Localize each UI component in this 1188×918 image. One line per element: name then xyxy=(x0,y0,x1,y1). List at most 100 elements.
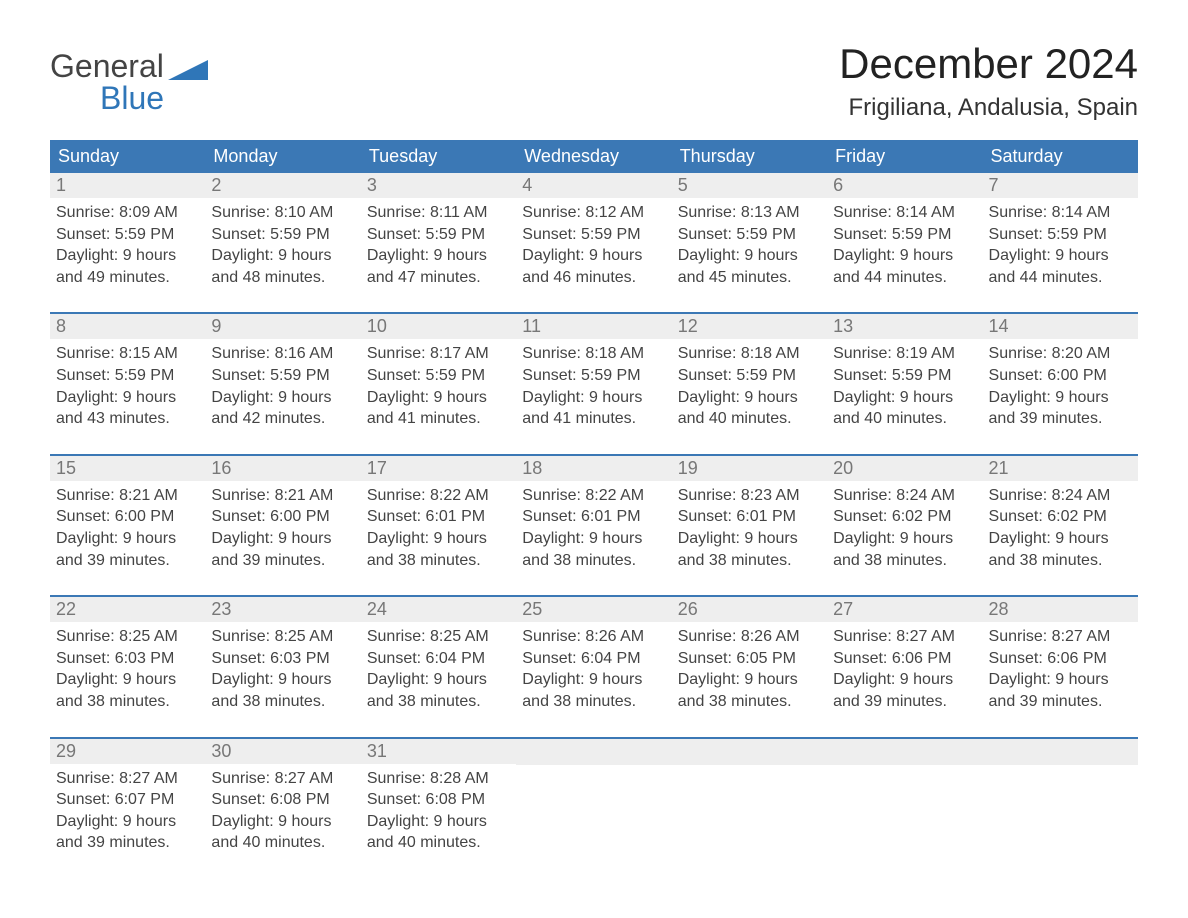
empty-day-strip xyxy=(827,739,982,765)
day-info: Sunrise: 8:27 AMSunset: 6:07 PMDaylight:… xyxy=(50,764,205,854)
day-number: 22 xyxy=(50,597,205,622)
day-info-line: Sunset: 6:01 PM xyxy=(367,506,510,528)
day-info: Sunrise: 8:09 AMSunset: 5:59 PMDaylight:… xyxy=(50,198,205,288)
day-info-line: Sunrise: 8:10 AM xyxy=(211,202,354,224)
brand-word-2: Blue xyxy=(100,82,208,114)
day-number: 31 xyxy=(361,739,516,764)
day-info-line: Sunrise: 8:16 AM xyxy=(211,343,354,365)
day-number: 6 xyxy=(827,173,982,198)
week-row: 29Sunrise: 8:27 AMSunset: 6:07 PMDayligh… xyxy=(50,737,1138,860)
day-number: 12 xyxy=(672,314,827,339)
day-info-line: and 41 minutes. xyxy=(522,408,665,430)
day-info-line: Sunrise: 8:25 AM xyxy=(211,626,354,648)
day-info-line: Daylight: 9 hours xyxy=(367,669,510,691)
day-info-line: Sunrise: 8:18 AM xyxy=(678,343,821,365)
day-info-line: Sunrise: 8:28 AM xyxy=(367,768,510,790)
day-number: 15 xyxy=(50,456,205,481)
day-info-line: Daylight: 9 hours xyxy=(367,245,510,267)
day-cell: 31Sunrise: 8:28 AMSunset: 6:08 PMDayligh… xyxy=(361,739,516,860)
day-number: 4 xyxy=(516,173,671,198)
day-info: Sunrise: 8:18 AMSunset: 5:59 PMDaylight:… xyxy=(516,339,671,429)
day-info-line: Daylight: 9 hours xyxy=(522,528,665,550)
day-number: 1 xyxy=(50,173,205,198)
day-info-line: and 39 minutes. xyxy=(211,550,354,572)
day-info-line: and 38 minutes. xyxy=(678,691,821,713)
day-info-line: and 40 minutes. xyxy=(211,832,354,854)
day-info-line: Sunrise: 8:27 AM xyxy=(989,626,1132,648)
day-cell: 20Sunrise: 8:24 AMSunset: 6:02 PMDayligh… xyxy=(827,456,982,577)
day-info-line: Sunrise: 8:24 AM xyxy=(833,485,976,507)
empty-day-strip xyxy=(983,739,1138,765)
day-info: Sunrise: 8:27 AMSunset: 6:06 PMDaylight:… xyxy=(983,622,1138,712)
day-info: Sunrise: 8:27 AMSunset: 6:08 PMDaylight:… xyxy=(205,764,360,854)
day-cell: 28Sunrise: 8:27 AMSunset: 6:06 PMDayligh… xyxy=(983,597,1138,718)
day-info-line: Sunrise: 8:25 AM xyxy=(367,626,510,648)
day-info-line: Sunset: 5:59 PM xyxy=(833,224,976,246)
day-info-line: Daylight: 9 hours xyxy=(56,669,199,691)
day-number: 7 xyxy=(983,173,1138,198)
day-info-line: Sunset: 6:03 PM xyxy=(211,648,354,670)
day-info-line: Sunrise: 8:11 AM xyxy=(367,202,510,224)
day-number: 18 xyxy=(516,456,671,481)
day-info-line: Sunset: 5:59 PM xyxy=(522,224,665,246)
day-cell: 2Sunrise: 8:10 AMSunset: 5:59 PMDaylight… xyxy=(205,173,360,294)
day-header: Wednesday xyxy=(516,140,671,173)
day-info-line: Sunrise: 8:14 AM xyxy=(833,202,976,224)
day-info-line: Daylight: 9 hours xyxy=(211,245,354,267)
day-info-line: Sunset: 6:02 PM xyxy=(989,506,1132,528)
day-number: 19 xyxy=(672,456,827,481)
day-info-line: and 39 minutes. xyxy=(833,691,976,713)
day-info-line: Sunrise: 8:25 AM xyxy=(56,626,199,648)
day-cell: 10Sunrise: 8:17 AMSunset: 5:59 PMDayligh… xyxy=(361,314,516,435)
day-cell: 9Sunrise: 8:16 AMSunset: 5:59 PMDaylight… xyxy=(205,314,360,435)
day-info: Sunrise: 8:21 AMSunset: 6:00 PMDaylight:… xyxy=(205,481,360,571)
day-info-line: Sunrise: 8:27 AM xyxy=(833,626,976,648)
day-cell: 6Sunrise: 8:14 AMSunset: 5:59 PMDaylight… xyxy=(827,173,982,294)
day-cell xyxy=(516,739,671,860)
day-info: Sunrise: 8:20 AMSunset: 6:00 PMDaylight:… xyxy=(983,339,1138,429)
day-header: Tuesday xyxy=(361,140,516,173)
day-info: Sunrise: 8:14 AMSunset: 5:59 PMDaylight:… xyxy=(983,198,1138,288)
day-info-line: Sunset: 5:59 PM xyxy=(367,365,510,387)
day-info: Sunrise: 8:18 AMSunset: 5:59 PMDaylight:… xyxy=(672,339,827,429)
day-info: Sunrise: 8:10 AMSunset: 5:59 PMDaylight:… xyxy=(205,198,360,288)
day-info-line: Sunset: 6:06 PM xyxy=(833,648,976,670)
day-info-line: Daylight: 9 hours xyxy=(678,669,821,691)
day-info-line: and 38 minutes. xyxy=(989,550,1132,572)
day-cell xyxy=(827,739,982,860)
day-info-line: Daylight: 9 hours xyxy=(989,669,1132,691)
day-info-line: Sunrise: 8:19 AM xyxy=(833,343,976,365)
day-info-line: and 44 minutes. xyxy=(833,267,976,289)
day-info-line: and 40 minutes. xyxy=(833,408,976,430)
day-info: Sunrise: 8:24 AMSunset: 6:02 PMDaylight:… xyxy=(827,481,982,571)
day-cell xyxy=(983,739,1138,860)
day-info-line: Sunset: 6:00 PM xyxy=(211,506,354,528)
day-info-line: Sunrise: 8:26 AM xyxy=(522,626,665,648)
day-cell: 4Sunrise: 8:12 AMSunset: 5:59 PMDaylight… xyxy=(516,173,671,294)
day-cell: 7Sunrise: 8:14 AMSunset: 5:59 PMDaylight… xyxy=(983,173,1138,294)
day-info-line: and 41 minutes. xyxy=(367,408,510,430)
day-info-line: and 38 minutes. xyxy=(522,550,665,572)
day-info-line: Sunrise: 8:21 AM xyxy=(56,485,199,507)
day-info-line: and 44 minutes. xyxy=(989,267,1132,289)
page-header: General Blue December 2024 Frigiliana, A… xyxy=(50,40,1138,122)
day-number: 27 xyxy=(827,597,982,622)
day-cell: 18Sunrise: 8:22 AMSunset: 6:01 PMDayligh… xyxy=(516,456,671,577)
day-info: Sunrise: 8:27 AMSunset: 6:06 PMDaylight:… xyxy=(827,622,982,712)
day-info-line: and 38 minutes. xyxy=(833,550,976,572)
empty-day-strip xyxy=(672,739,827,765)
day-info-line: Daylight: 9 hours xyxy=(56,387,199,409)
day-info-line: Sunset: 6:07 PM xyxy=(56,789,199,811)
day-info-line: Sunset: 6:06 PM xyxy=(989,648,1132,670)
day-cell: 11Sunrise: 8:18 AMSunset: 5:59 PMDayligh… xyxy=(516,314,671,435)
day-number: 24 xyxy=(361,597,516,622)
day-cell: 15Sunrise: 8:21 AMSunset: 6:00 PMDayligh… xyxy=(50,456,205,577)
day-info-line: Sunrise: 8:09 AM xyxy=(56,202,199,224)
day-info: Sunrise: 8:26 AMSunset: 6:04 PMDaylight:… xyxy=(516,622,671,712)
day-info-line: Sunset: 5:59 PM xyxy=(989,224,1132,246)
day-info-line: Daylight: 9 hours xyxy=(989,528,1132,550)
day-cell: 23Sunrise: 8:25 AMSunset: 6:03 PMDayligh… xyxy=(205,597,360,718)
day-info: Sunrise: 8:13 AMSunset: 5:59 PMDaylight:… xyxy=(672,198,827,288)
day-cell: 13Sunrise: 8:19 AMSunset: 5:59 PMDayligh… xyxy=(827,314,982,435)
day-number: 5 xyxy=(672,173,827,198)
